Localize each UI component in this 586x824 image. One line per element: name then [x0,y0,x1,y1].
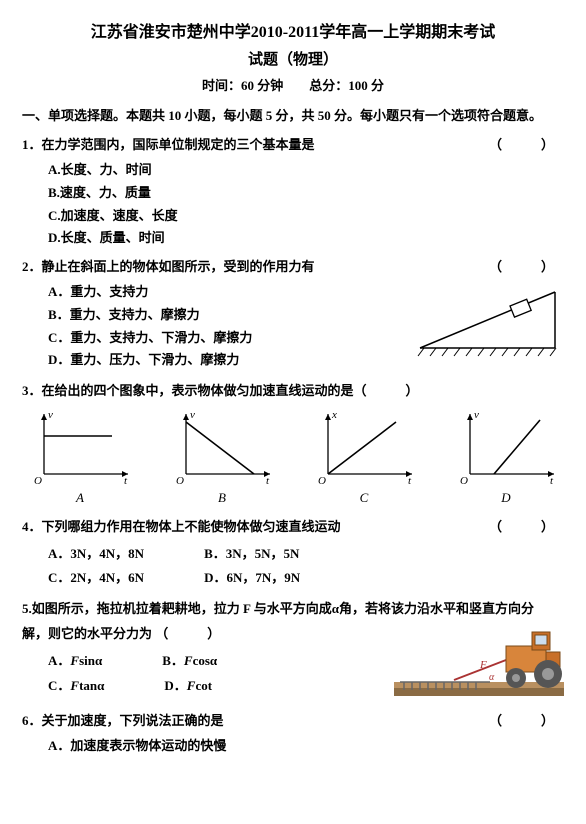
q3-graphs: v t O A v t O B x t O C [26,408,560,509]
graph-a-label: A [76,490,84,505]
question-3: 3．在给出的四个图象中，表示物体做匀加速直线运动的是（ ） [22,381,564,402]
question-4: 4．下列哪组力作用在物体上不能使物体做匀速直线运动 （ ） [22,517,564,538]
q6-opt-a: A．加速度表示物体运动的快慢 [48,736,564,757]
q5-opt-c: C．Ftanα [48,676,104,697]
q4-opt-c: C．2N，4N，6N [48,568,144,589]
q1-opt-c: C.加速度、速度、长度 [48,206,564,227]
svg-text:x: x [331,409,337,421]
svg-text:α: α [489,672,495,683]
q1-paren: （ ） [489,135,554,156]
q4-opt-b: B．3N，5N，5N [204,544,299,565]
graph-d-label: D [501,490,510,505]
q1-opt-d: D.长度、质量、时间 [48,228,564,249]
svg-text:t: t [124,475,128,486]
q5-stem2: 解，则它的水平分力为 [22,626,152,641]
graph-c: x t O C [310,408,418,509]
svg-text:t: t [550,475,554,486]
question-6: 6．关于加速度，下列说法正确的是 （ ） [22,711,564,732]
q4-paren: （ ） [489,517,554,538]
svg-text:O: O [460,475,468,486]
page-title: 江苏省淮安市楚州中学2010-2011学年高一上学期期末考试 [22,20,564,46]
q4-opt-d: D．6N，7N，9N [204,568,300,589]
question-5-line1: 5.如图所示，拖拉机拉着耙耕地，拉力 F 与水平方向成α角，若将该力沿水平和竖直… [22,599,564,620]
q4-opt-a: A．3N，4N，8N [48,544,144,565]
graph-d: v t O D [452,408,560,509]
svg-text:t: t [266,475,270,486]
graph-b-label: B [218,490,226,505]
svg-text:F: F [479,659,487,671]
graph-c-label: C [360,490,369,505]
graph-a: v t O A [26,408,134,509]
q5-row2: C．Ftanα D．Fcot [48,674,386,699]
q5-opt-a: A．Fsinα [48,651,102,672]
q5-opt-b: B．Fcosα [162,651,217,672]
svg-text:v: v [190,409,195,421]
q1-stem: 1．在力学范围内，国际单位制规定的三个基本量是 [22,137,315,152]
svg-text:O: O [34,475,42,486]
section-1-heading: 一、单项选择题。本题共 10 小题，每小题 5 分，共 50 分。每小题只有一个… [22,106,564,127]
svg-text:t: t [408,475,412,486]
q6-stem: 6．关于加速度，下列说法正确的是 [22,713,224,728]
q1-options: A.长度、力、时间 B.速度、力、质量 C.加速度、速度、长度 D.长度、质量、… [48,160,564,249]
q5-opt-d: D．Fcot [164,676,212,697]
q5-row1: A．Fsinα B．Fcosα [48,649,386,674]
q6-options: A．加速度表示物体运动的快慢 [48,736,564,757]
question-5-line2: 解，则它的水平分力为 （ ） [22,624,564,645]
q1-opt-b: B.速度、力、质量 [48,183,564,204]
q2-stem: 2．静止在斜面上的物体如图所示，受到的作用力有 [22,259,315,274]
svg-text:O: O [176,475,184,486]
question-1: 1．在力学范围内，国际单位制规定的三个基本量是 （ ） [22,135,564,156]
exam-meta: 时间：60 分钟 总分：100 分 [22,76,564,97]
q2-paren: （ ） [489,257,554,278]
q6-paren: （ ） [489,711,554,732]
svg-text:O: O [318,475,326,486]
q1-opt-a: A.长度、力、时间 [48,160,564,181]
q4-row1: A．3N，4N，8N B．3N，5N，5N [48,542,564,567]
graph-b: v t O B [168,408,276,509]
q4-stem: 4．下列哪组力作用在物体上不能使物体做匀速直线运动 [22,519,341,534]
svg-text:v: v [48,409,53,421]
q5-paren: （ ） [155,626,220,641]
q4-row2: C．2N，4N，6N D．6N，7N，9N [48,566,564,591]
question-2: 2．静止在斜面上的物体如图所示，受到的作用力有 （ ） [22,257,564,278]
incline-figure [410,282,560,369]
page-subtitle: 试题（物理） [22,48,564,72]
svg-text:v: v [474,409,479,421]
